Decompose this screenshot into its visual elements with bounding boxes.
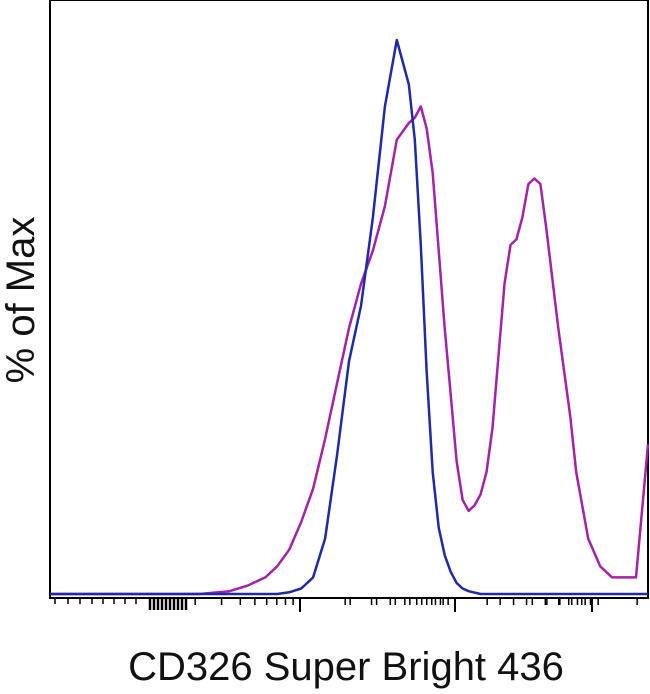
series-line-2 xyxy=(50,38,648,596)
x-axis-label: CD326 Super Bright 436 xyxy=(128,645,564,689)
series-lines xyxy=(50,38,650,596)
series-line-1 xyxy=(50,105,650,596)
y-axis-label: % of Max xyxy=(0,217,43,384)
plot-frame xyxy=(49,0,649,599)
x-axis-ticks xyxy=(54,598,638,612)
